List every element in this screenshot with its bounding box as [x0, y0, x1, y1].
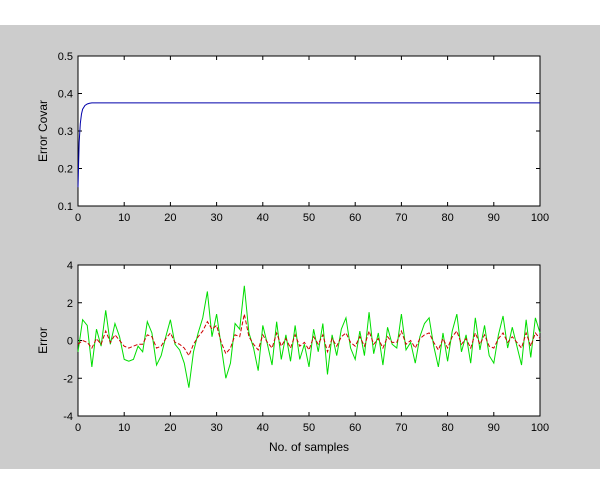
series-2-line — [77, 313, 541, 357]
x-tick-label: 0 — [75, 212, 81, 224]
y-tick-label: 0.5 — [58, 51, 73, 63]
x-tick-label: 80 — [441, 212, 453, 224]
y-tick-label: -4 — [63, 411, 73, 423]
axes-1: 0 10 20 30 40 50 60 70 80 90 100 0.1 0.2 0.3 0.4 0.5 Err… — [36, 51, 549, 224]
series-1-line — [77, 285, 541, 388]
x-tick-label: 70 — [395, 422, 407, 434]
y-tick-label: 0.3 — [58, 126, 73, 138]
x-tick-label: 40 — [257, 212, 269, 224]
series-1-line — [77, 102, 540, 188]
x-tick-label: 70 — [395, 212, 407, 224]
y-tick-label: 0 — [67, 336, 73, 348]
x-tick-label: 20 — [164, 422, 176, 434]
plot-area — [77, 264, 541, 417]
x-tick-label: 10 — [118, 212, 130, 224]
y-tick-label: 0.4 — [58, 89, 73, 101]
x-tick-label: 80 — [441, 422, 453, 434]
y-axis-label: Error Covar — [36, 100, 50, 162]
x-tick-label: 90 — [488, 422, 500, 434]
x-tick-label: 60 — [349, 422, 361, 434]
y-tick-label: 4 — [67, 260, 73, 272]
y-axis-label: Error — [36, 327, 50, 354]
x-tick-label: 10 — [118, 422, 130, 434]
x-tick-label: 90 — [488, 212, 500, 224]
x-tick-label: 20 — [164, 212, 176, 224]
x-tick-label: 40 — [257, 422, 269, 434]
x-tick-label: 50 — [303, 212, 315, 224]
x-tick-label: 100 — [531, 212, 549, 224]
y-tick-label: 0.2 — [58, 164, 73, 176]
y-tick-label: 0.1 — [58, 201, 73, 213]
x-tick-label: 60 — [349, 212, 361, 224]
x-tick-label: 30 — [210, 212, 222, 224]
x-tick-label: 50 — [303, 422, 315, 434]
x-tick-label: 0 — [75, 422, 81, 434]
x-tick-label: 100 — [531, 422, 549, 434]
y-tick-label: 2 — [67, 298, 73, 310]
axes-2: 0 10 20 30 40 50 60 70 80 90 100 -4 -2 0 2 4 Error No. of… — [36, 260, 549, 454]
x-tick-label: 30 — [210, 422, 222, 434]
x-axis-label: No. of samples — [269, 440, 349, 454]
y-tick-label: -2 — [63, 373, 73, 385]
plot-area — [77, 55, 541, 207]
